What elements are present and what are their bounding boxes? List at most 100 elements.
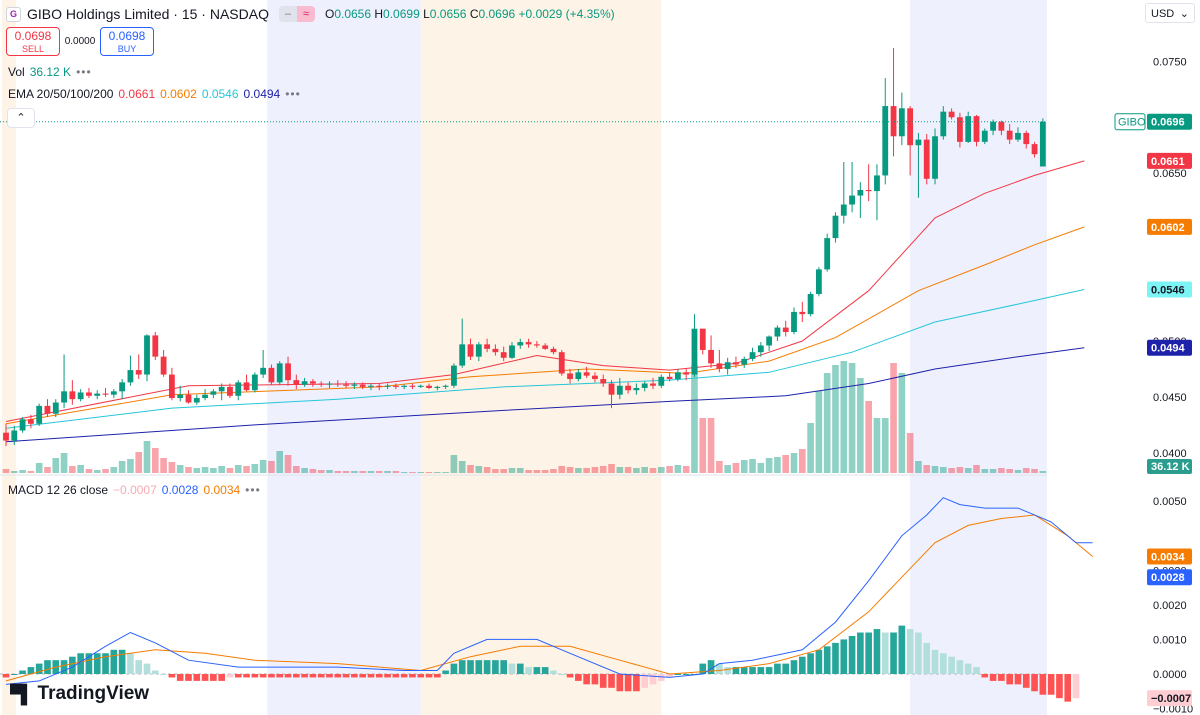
candle-body xyxy=(915,139,922,146)
macd-histogram-bar xyxy=(823,646,831,674)
volume-bar xyxy=(558,466,566,473)
candle-body xyxy=(384,385,391,387)
ema20-value: 0.0661 xyxy=(118,87,156,101)
macd-signal-value: 0.0034 xyxy=(203,483,241,497)
volume-bar xyxy=(467,465,474,473)
macd-histogram-bar xyxy=(176,673,184,681)
macd-histogram-bar xyxy=(923,642,931,674)
volume-bar xyxy=(93,470,101,473)
macd-histogram-bar xyxy=(500,660,508,674)
macd-histogram-bar xyxy=(566,673,574,678)
symbol-title[interactable]: GIBO Holdings Limited · 15 · NASDAQ xyxy=(27,6,269,22)
candle-body xyxy=(650,383,656,386)
ema-more-icon[interactable]: ••• xyxy=(285,87,301,101)
candle-body xyxy=(1039,121,1046,167)
macd-histogram-bar xyxy=(492,660,499,674)
macd-histogram-bar xyxy=(284,673,292,678)
macd-histogram-bar xyxy=(989,673,997,681)
macd-histogram-bar xyxy=(151,670,159,674)
macd-histogram-bar xyxy=(931,649,939,674)
volume-bar xyxy=(890,363,897,473)
volume-bar xyxy=(749,459,756,473)
macd-histogram-bar xyxy=(1031,673,1038,692)
sell-price: 0.0698 xyxy=(14,29,52,43)
volume-bar xyxy=(873,418,881,473)
macd-more-icon[interactable]: ••• xyxy=(245,483,261,497)
volume-bar xyxy=(492,469,499,473)
volume-legend[interactable]: Vol 36.12 K ••• xyxy=(8,65,97,79)
candle-body xyxy=(359,384,366,387)
candle-body xyxy=(52,402,59,414)
minus-icon[interactable]: – xyxy=(278,6,297,22)
macd-legend[interactable]: MACD 12 26 close −0.0007 0.0028 0.0034 •… xyxy=(8,483,266,497)
macd-line-value: 0.0028 xyxy=(161,483,199,497)
volume-bar xyxy=(135,452,143,473)
macd-histogram-bar xyxy=(102,653,109,674)
chevron-up-icon[interactable]: ⌃ xyxy=(7,108,35,128)
volume-more-icon[interactable]: ••• xyxy=(76,65,92,79)
macd-histogram-bar xyxy=(44,660,51,674)
macd-histogram-bar xyxy=(1047,673,1055,695)
macd-histogram-bar xyxy=(865,632,872,674)
volume-bar xyxy=(2,469,10,473)
candle-body xyxy=(251,374,258,391)
macd-tick-label: 0.0000 xyxy=(1153,669,1187,681)
macd-signal-tag-bg xyxy=(1147,548,1192,565)
wave-icon[interactable]: ≈ xyxy=(296,6,315,22)
volume-bar xyxy=(939,467,947,473)
ema200-line xyxy=(5,347,1085,443)
candle-body xyxy=(301,381,308,385)
volume-bar xyxy=(591,467,599,473)
candle-body xyxy=(757,345,764,353)
macd-histogram-bar xyxy=(765,667,773,674)
macd-histogram-bar xyxy=(716,663,723,674)
volume-bar xyxy=(757,463,765,473)
company-logo-icon: G xyxy=(6,6,21,22)
sell-label: SELL xyxy=(21,44,45,54)
macd-hist-value: −0.0007 xyxy=(113,483,157,497)
macd-histogram-bar xyxy=(998,673,1005,681)
volume-tag: 36.12 K xyxy=(1151,461,1190,473)
volume-bar xyxy=(1039,471,1047,473)
macd-histogram-bar xyxy=(624,673,632,692)
macd-histogram-bar xyxy=(757,667,765,674)
candle-body xyxy=(376,385,383,387)
volume-bar xyxy=(251,464,259,473)
ema-legend[interactable]: EMA 20/50/100/200 0.0661 0.0602 0.0546 0… xyxy=(8,87,306,101)
macd-histogram-bar xyxy=(475,660,483,674)
volume-bar xyxy=(865,401,872,473)
candle-body xyxy=(492,348,499,353)
candle-body xyxy=(260,367,267,375)
volume-bar xyxy=(948,468,955,473)
macd-histogram-bar xyxy=(367,673,375,678)
macd-tick-label: −0.0010 xyxy=(1153,704,1193,715)
macd-histogram-bar xyxy=(508,663,516,674)
candle-body xyxy=(69,391,76,400)
volume-bar xyxy=(641,467,649,473)
volume-bar xyxy=(1022,468,1030,473)
tradingview-logo[interactable]: ▀▌ TradingView xyxy=(10,683,149,705)
candle-body xyxy=(600,379,607,384)
volume-bar xyxy=(989,469,997,473)
chart-mode-toggle[interactable]: – ≈ xyxy=(278,6,315,22)
macd-histogram-bar xyxy=(259,673,267,678)
volume-bar xyxy=(774,457,781,473)
high-label: H xyxy=(374,7,384,21)
low-value: 0.0656 xyxy=(429,7,467,21)
sell-button[interactable]: 0.0698 SELL xyxy=(6,27,60,56)
tradingview-mark-icon: ▀▌ xyxy=(10,683,33,704)
macd-tick-label: 0.0010 xyxy=(1153,634,1187,646)
volume-bar xyxy=(898,373,906,473)
ema200-tag: 0.0494 xyxy=(1151,343,1186,355)
currency-selector[interactable]: USD ⌄ xyxy=(1145,3,1195,23)
spread-value: 0.0000 xyxy=(64,36,96,47)
buy-label: BUY xyxy=(117,44,137,54)
macd-histogram-bar xyxy=(19,670,26,674)
candle-body xyxy=(368,385,374,387)
buy-button[interactable]: 0.0698 BUY xyxy=(100,27,154,56)
macd-tick-label: 0.0020 xyxy=(1153,600,1187,612)
macd-histogram-bar xyxy=(616,673,624,692)
candle-body xyxy=(401,385,408,387)
last-price-tag: 0.0696 xyxy=(1151,117,1185,129)
